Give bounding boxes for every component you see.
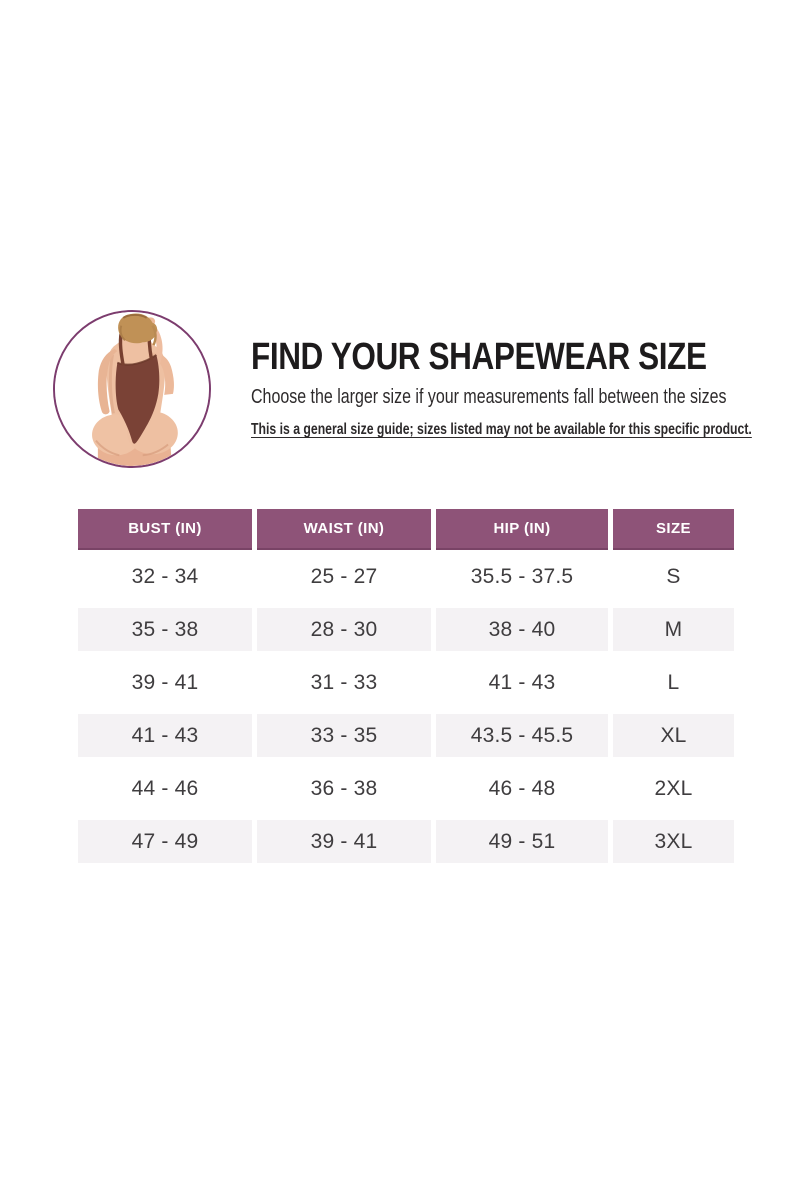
bust-value: 41 - 43 [78,714,252,757]
waist-value: 28 - 30 [257,608,431,651]
size-value: XL [613,714,734,757]
size-table-header-row: BUST (IN) WAIST (IN) HIP (IN) SIZE [78,509,734,550]
bust-value: 44 - 46 [131,776,199,800]
column-header-size: SIZE [613,509,734,550]
size-row-2xl: 44 - 46 36 - 38 46 - 48 2XL [78,762,734,815]
waist-value: 25 - 27 [310,564,378,588]
bust-value: 32 - 34 [131,564,199,588]
column-header-bust: BUST (IN) [78,509,252,550]
bust-value: 39 - 41 [131,670,199,694]
hip-value: 49 - 51 [436,820,608,863]
size-value: 3XL [613,820,734,863]
bust-value: 35 - 38 [78,608,252,651]
size-row-l: 39 - 41 31 - 33 41 - 43 L [78,656,734,709]
page-title: FIND YOUR SHAPEWEAR SIZE [251,336,707,378]
waist-value: 31 - 33 [310,670,378,694]
model-illustration [55,312,209,466]
hip-value: 38 - 40 [436,608,608,651]
hip-value: 35.5 - 37.5 [470,564,574,588]
size-row-3xl: 47 - 49 39 - 41 49 - 51 3XL [78,815,734,868]
page-subtitle: Choose the larger size if your measureme… [251,384,727,408]
column-header-waist: WAIST (IN) [257,509,431,550]
size-value: S [666,564,681,588]
size-value: M [613,608,734,651]
size-row-s: 32 - 34 25 - 27 35.5 - 37.5 S [78,550,734,603]
size-row-m: 35 - 38 28 - 30 38 - 40 M [78,603,734,656]
model-photo-circle [53,310,211,468]
hip-value: 43.5 - 45.5 [436,714,608,757]
header-text-block: FIND YOUR SHAPEWEAR SIZE Choose the larg… [251,336,771,440]
column-header-hip: HIP (IN) [436,509,608,550]
size-table: BUST (IN) WAIST (IN) HIP (IN) SIZE 32 - … [78,509,734,868]
waist-value: 33 - 35 [257,714,431,757]
hip-value: 46 - 48 [488,776,556,800]
size-value: L [667,670,680,694]
size-value: 2XL [654,776,693,800]
hip-value: 41 - 43 [488,670,556,694]
waist-value: 39 - 41 [257,820,431,863]
size-guide-disclaimer: This is a general size guide; sizes list… [251,421,752,439]
size-row-xl: 41 - 43 33 - 35 43.5 - 45.5 XL [78,709,734,762]
bust-value: 47 - 49 [78,820,252,863]
waist-value: 36 - 38 [310,776,378,800]
